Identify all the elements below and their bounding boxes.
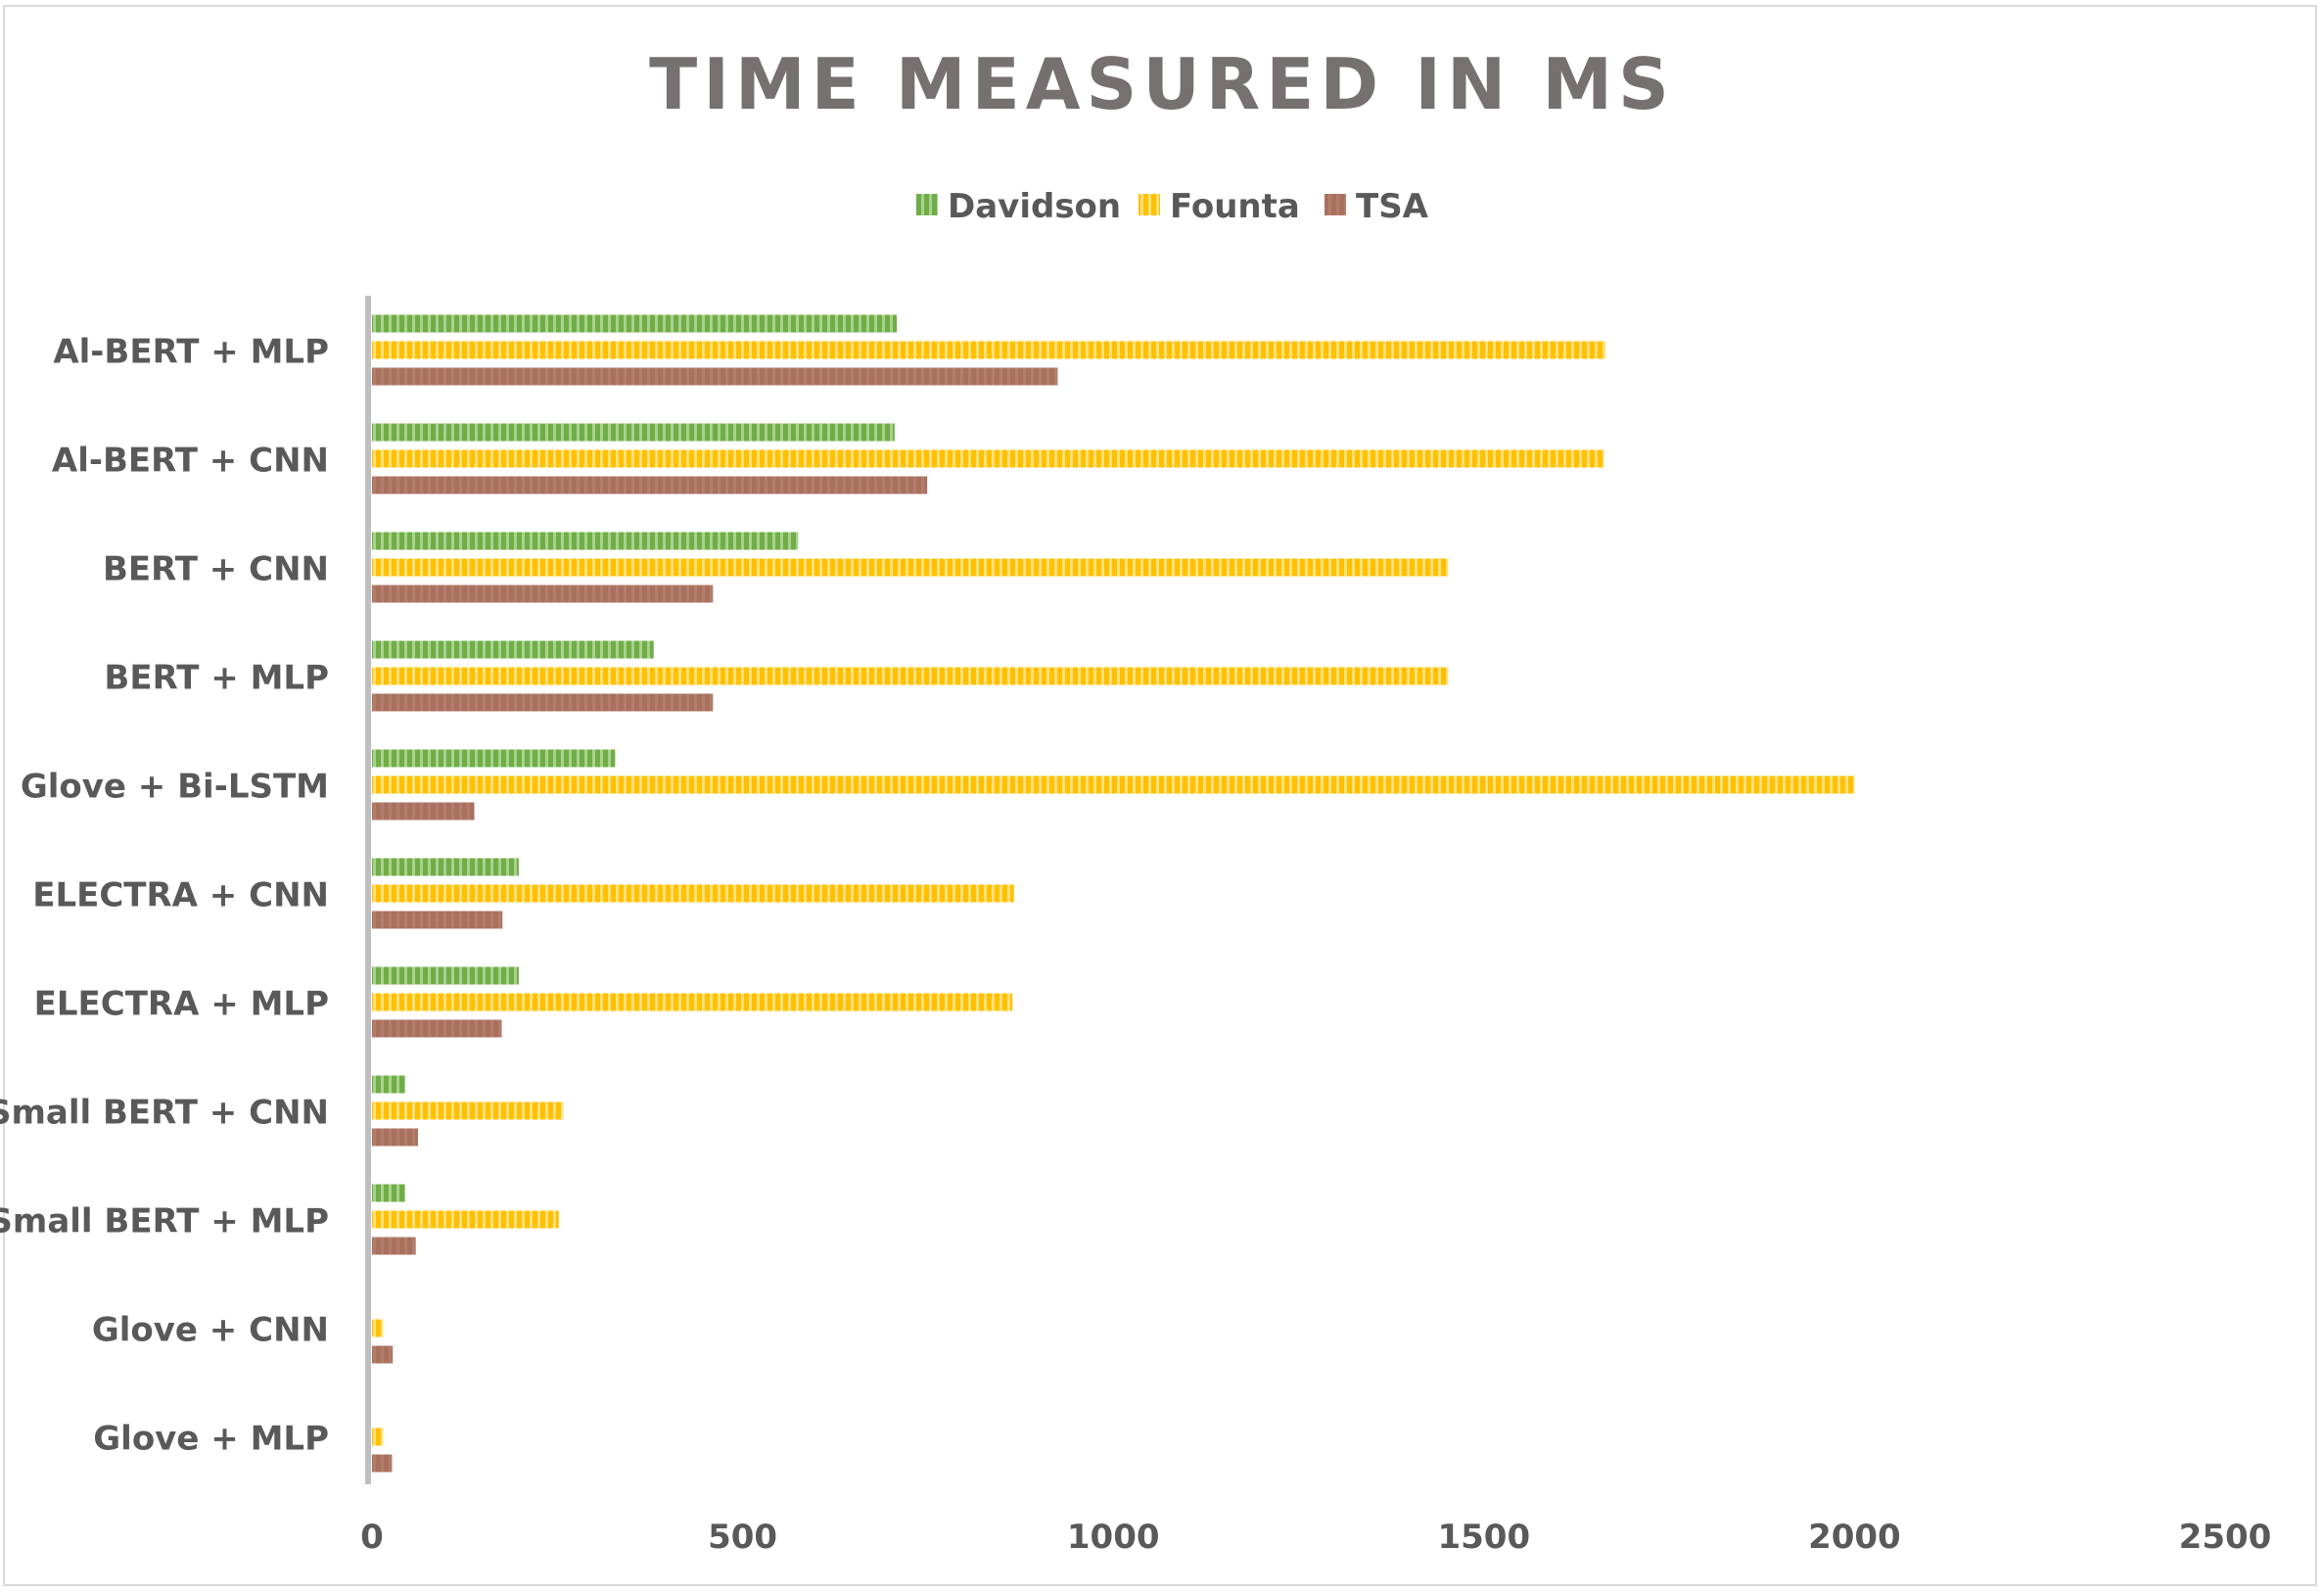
- legend-label-founta: Founta: [1170, 187, 1300, 226]
- bars: [372, 314, 1855, 1473]
- bar-tsa-small-bert-cnn: [372, 1128, 418, 1147]
- legend-swatch-founta: [1139, 194, 1160, 215]
- x-tick-label-1500: 1500: [1437, 1518, 1530, 1557]
- bar-davidson-al-bert-mlp: [372, 314, 898, 333]
- bar-founta-glove-mlp: [372, 1428, 384, 1446]
- x-tick-label-2000: 2000: [1808, 1518, 1901, 1557]
- bar-davidson-al-bert-cnn: [372, 423, 895, 442]
- bar-founta-glove-bi-lstm: [372, 775, 1855, 794]
- x-tick-label-0: 0: [360, 1518, 384, 1557]
- bar-founta-bert-mlp: [372, 667, 1449, 685]
- category-label-glove-mlp: Glove + MLP: [93, 1420, 329, 1459]
- bar-davidson-bert-cnn: [372, 532, 799, 550]
- bar-davidson-small-bert-cnn: [372, 1075, 406, 1094]
- bar-davidson-electra-mlp: [372, 966, 519, 985]
- category-label-small-bert-mlp: Small BERT + MLP: [0, 1202, 329, 1242]
- bar-founta-al-bert-mlp: [372, 341, 1605, 359]
- bar-davidson-small-bert-mlp: [372, 1184, 406, 1202]
- category-label-al-bert-mlp: Al-BERT + MLP: [53, 333, 329, 372]
- bar-founta-al-bert-cnn: [372, 449, 1604, 468]
- bar-tsa-electra-cnn: [372, 911, 503, 929]
- bar-tsa-glove-cnn: [372, 1345, 394, 1364]
- legend: Davidson Founta TSA: [916, 187, 1429, 226]
- bar-tsa-al-bert-mlp: [372, 367, 1058, 386]
- x-tick-label-1000: 1000: [1067, 1518, 1160, 1557]
- category-label-bert-mlp: BERT + MLP: [104, 659, 329, 698]
- bar-tsa-al-bert-cnn: [372, 476, 928, 494]
- bar-davidson-bert-mlp: [372, 640, 654, 659]
- legend-label-tsa: TSA: [1356, 187, 1429, 226]
- bar-davidson-glove-bi-lstm: [372, 749, 616, 768]
- legend-swatch-davidson: [916, 194, 938, 215]
- category-label-glove-bi-lstm: Glove + Bi-LSTM: [21, 768, 329, 807]
- bar-davidson-electra-cnn: [372, 858, 519, 876]
- category-label-glove-cnn: Glove + CNN: [92, 1311, 329, 1350]
- bar-founta-electra-cnn: [372, 884, 1014, 903]
- chart-frame: [3, 5, 2317, 1586]
- category-label-small-bert-cnn: Small BERT + CNN: [0, 1094, 329, 1133]
- bar-founta-bert-cnn: [372, 558, 1449, 577]
- bar-tsa-glove-bi-lstm: [372, 802, 475, 820]
- bar-founta-small-bert-mlp: [372, 1210, 559, 1229]
- category-label-bert-cnn: BERT + CNN: [103, 550, 329, 589]
- x-tick-labels: 0 500 1000 1500 2000 2500: [360, 1518, 2271, 1557]
- bar-founta-glove-cnn: [372, 1319, 384, 1337]
- bar-tsa-bert-mlp: [372, 693, 714, 712]
- bar-tsa-small-bert-mlp: [372, 1237, 416, 1255]
- bar-founta-electra-mlp: [372, 993, 1013, 1011]
- legend-label-davidson: Davidson: [948, 187, 1121, 226]
- bar-tsa-bert-cnn: [372, 585, 714, 603]
- bar-tsa-electra-mlp: [372, 1019, 502, 1038]
- category-label-electra-mlp: ELECTRA + MLP: [34, 985, 329, 1024]
- chart-title: TIME MEASURED IN MS: [649, 43, 1675, 125]
- bar-tsa-glove-mlp: [372, 1454, 393, 1473]
- x-tick-label-2500: 2500: [2179, 1518, 2272, 1557]
- category-label-al-bert-cnn: Al-BERT + CNN: [52, 442, 329, 481]
- bar-founta-small-bert-cnn: [372, 1101, 564, 1120]
- legend-swatch-tsa: [1325, 194, 1346, 215]
- x-tick-label-500: 500: [708, 1518, 777, 1557]
- category-label-electra-cnn: ELECTRA + CNN: [32, 876, 329, 915]
- category-labels: Al-BERT + MLP Al-BERT + CNN BERT + CNN BERT…: [0, 333, 329, 1459]
